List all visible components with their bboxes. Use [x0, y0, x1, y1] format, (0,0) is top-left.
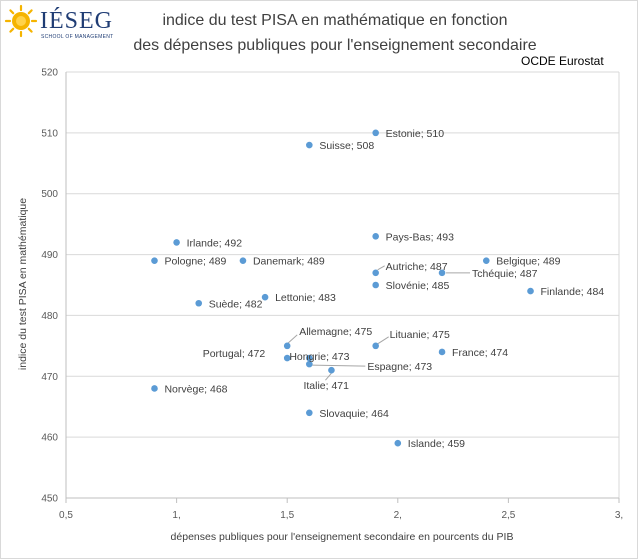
x-tick-label: 2,: [394, 510, 402, 521]
data-label: Slovaquie; 464: [319, 408, 389, 420]
data-point: [527, 287, 534, 295]
data-point: [372, 129, 379, 137]
data-label: Pays-Bas; 493: [386, 231, 454, 243]
data-point: [151, 257, 158, 264]
data-point: [306, 360, 313, 368]
leader-line: [325, 372, 332, 381]
data-point: [239, 257, 247, 264]
data-point: [438, 269, 446, 277]
data-points: [151, 129, 534, 447]
sun-icon: [4, 4, 38, 38]
y-tick-label: 490: [41, 250, 58, 261]
data-point: [195, 299, 203, 307]
source-label: OCDE Eurostat: [521, 54, 604, 68]
y-tick-label: 450: [41, 494, 58, 505]
x-tick-label: 2,5: [501, 510, 515, 521]
data-point: [394, 439, 402, 447]
data-label: Italie; 471: [303, 380, 349, 392]
data-label: Islande; 459: [408, 438, 465, 450]
y-tick-label: 520: [41, 68, 58, 79]
data-label: Suisse; 508: [319, 140, 374, 152]
data-point: [372, 281, 379, 289]
data-point: [283, 342, 291, 350]
leader-line: [312, 364, 366, 367]
data-point: [306, 409, 313, 417]
data-point: [306, 354, 313, 362]
data-label: Finlande; 484: [541, 286, 605, 298]
x-tick-label: 3,: [615, 510, 623, 521]
data-label: France; 474: [452, 347, 508, 359]
data-point: [261, 293, 269, 301]
gridlines: [66, 71, 620, 499]
data-point: [482, 257, 490, 264]
data-label: Allemagne; 475: [299, 326, 372, 338]
y-tick-label: 510: [41, 128, 58, 139]
data-label: Autriche; 487: [386, 261, 448, 273]
data-label: Portugal; 472: [203, 348, 266, 360]
chart-title-line-2: des dépenses publiques pour l'enseigneme…: [133, 37, 537, 54]
y-axis-title: indice du test PISA en mathématique: [17, 198, 29, 370]
ieseg-logo: IÉSEG SCHOOL OF MANAGEMENT: [4, 4, 114, 40]
data-point: [173, 239, 180, 246]
data-label: Lituanie; 475: [390, 329, 450, 341]
logo-name: IÉSEG: [40, 8, 113, 34]
x-tick-label: 0,5: [59, 510, 73, 521]
y-tick-label: 480: [41, 311, 58, 322]
data-label: Danemark; 489: [253, 256, 325, 268]
data-label: Slovénie; 485: [386, 280, 450, 292]
x-axis-title: dépenses publiques pour l'enseignement s…: [171, 531, 514, 543]
data-label: Espagne; 473: [367, 361, 432, 373]
data-label: Estonie; 510: [386, 128, 445, 140]
logo-subtitle: SCHOOL OF MANAGEMENT: [41, 34, 114, 40]
leader-line: [286, 334, 298, 345]
data-label: Norvège; 468: [164, 383, 227, 395]
data-point: [151, 385, 158, 392]
y-tick-label: 460: [41, 433, 58, 444]
leader-line: [377, 336, 389, 345]
y-tick-label: 500: [41, 189, 58, 200]
x-tick-label: 1,: [172, 510, 180, 521]
data-point: [372, 269, 379, 277]
data-point: [306, 141, 313, 149]
data-label: Lettonie; 483: [275, 292, 336, 304]
data-label: Hongrie; 473: [289, 351, 349, 363]
data-point: [372, 342, 379, 350]
data-point: [328, 366, 335, 374]
data-point: [438, 348, 446, 356]
data-label: Pologne; 489: [164, 256, 226, 268]
data-label: Tchéquie; 487: [472, 268, 538, 280]
data-label: Suède; 482: [209, 298, 263, 310]
data-label: Irlande; 492: [187, 237, 243, 249]
x-tick-label: 1,5: [280, 510, 294, 521]
data-point: [372, 233, 379, 240]
axes: 450 460 470 480 490 500 510 520 0,5 1, 1,5 2, 2,5 3,: [41, 68, 623, 522]
data-labels: Estonie; 510 Suisse; 508 Pays-Bas; 493 Irla…: [164, 128, 604, 450]
leader-line: [377, 265, 385, 271]
data-point: [283, 354, 291, 362]
data-label: Belgique; 489: [496, 256, 560, 268]
leader-lines: [286, 265, 471, 381]
chart-title-line-1: indice du test PISA en mathématique en f…: [162, 12, 508, 29]
y-tick-label: 470: [41, 372, 58, 383]
